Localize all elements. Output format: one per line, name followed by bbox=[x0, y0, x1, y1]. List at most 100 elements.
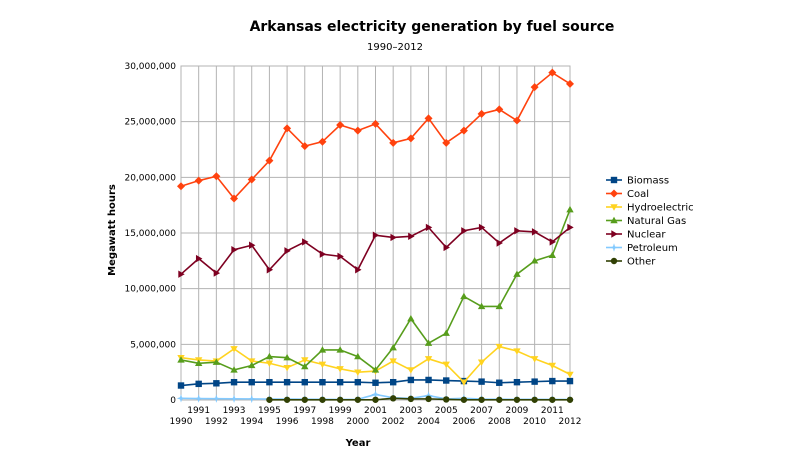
data-point-other bbox=[354, 396, 362, 403]
data-point-natural-gas bbox=[194, 359, 203, 366]
legend-item-petroleum: Petroleum bbox=[606, 243, 678, 254]
data-point-other bbox=[319, 396, 326, 403]
data-point-coal bbox=[495, 105, 504, 114]
data-point-coal bbox=[300, 142, 309, 151]
data-point-other bbox=[407, 395, 415, 403]
data-point-other bbox=[266, 396, 273, 403]
x-tick-label: 1999 bbox=[329, 406, 352, 416]
data-point-hydroelectric bbox=[548, 362, 557, 370]
data-point-hydroelectric bbox=[513, 348, 521, 355]
data-point-nuclear bbox=[496, 239, 503, 247]
x-tick-label: 2007 bbox=[470, 406, 493, 416]
data-point-hydroelectric bbox=[283, 365, 291, 372]
data-point-hydroelectric bbox=[530, 356, 539, 363]
data-point-nuclear bbox=[531, 228, 539, 236]
x-tick-label: 2005 bbox=[435, 406, 458, 416]
data-point-coal bbox=[548, 68, 557, 77]
data-point-petroleum bbox=[424, 391, 433, 400]
data-point-natural-gas bbox=[442, 329, 450, 336]
legend-label: Biomass bbox=[627, 176, 669, 187]
data-point-biomass bbox=[549, 377, 556, 385]
data-point-hydroelectric bbox=[442, 361, 450, 369]
data-point-biomass bbox=[372, 379, 379, 386]
x-tick-label: 2009 bbox=[506, 406, 529, 416]
data-point-hydroelectric bbox=[460, 379, 468, 386]
data-point-petroleum bbox=[229, 394, 239, 403]
data-point-other bbox=[372, 396, 379, 403]
legend-label: Hydroelectric bbox=[627, 203, 694, 214]
data-point-hydroelectric bbox=[477, 359, 486, 366]
data-point-biomass bbox=[425, 376, 432, 384]
series-layer bbox=[176, 68, 575, 404]
y-tick-label: 20,000,000 bbox=[124, 173, 176, 183]
data-point-nuclear bbox=[461, 227, 468, 235]
legend-item-hydroelectric: Hydroelectric bbox=[606, 203, 694, 214]
data-point-nuclear bbox=[249, 241, 256, 249]
data-point-biomass bbox=[195, 380, 202, 388]
legend-marker bbox=[610, 257, 618, 265]
data-point-natural-gas bbox=[495, 302, 503, 310]
data-point-nuclear bbox=[337, 252, 344, 261]
data-point-natural-gas bbox=[177, 356, 185, 363]
data-point-nuclear bbox=[443, 243, 450, 252]
data-point-biomass bbox=[513, 378, 521, 386]
data-point-hydroelectric bbox=[354, 369, 362, 376]
data-point-hydroelectric bbox=[248, 358, 256, 365]
axes: 0 5,000,000 10,000,000 15,000,000 20,000,000… bbox=[124, 62, 581, 427]
x-tick-label: 2001 bbox=[364, 406, 387, 416]
series-other bbox=[266, 395, 574, 403]
data-point-biomass bbox=[389, 378, 397, 386]
x-axis-label: Year bbox=[345, 438, 371, 449]
data-point-nuclear bbox=[302, 238, 309, 246]
x-tick-label: 2008 bbox=[488, 417, 511, 427]
data-point-nuclear bbox=[195, 254, 203, 263]
data-point-natural-gas bbox=[513, 270, 521, 277]
data-point-natural-gas bbox=[566, 205, 574, 213]
data-point-natural-gas bbox=[407, 315, 415, 322]
data-point-coal bbox=[318, 137, 327, 146]
legend-item-nuclear: Nuclear bbox=[606, 230, 666, 241]
legend-marker bbox=[610, 189, 618, 198]
data-point-natural-gas bbox=[548, 251, 557, 258]
data-point-nuclear bbox=[567, 223, 574, 232]
x-tick-label: 1997 bbox=[293, 406, 316, 416]
legend-marker bbox=[610, 216, 618, 224]
x-tick-label: 1998 bbox=[311, 417, 334, 427]
legend-item-other: Other bbox=[606, 257, 656, 268]
data-point-nuclear bbox=[372, 231, 380, 239]
x-tick-label: 2006 bbox=[452, 417, 475, 427]
data-point-natural-gas bbox=[530, 257, 539, 264]
data-point-nuclear bbox=[408, 232, 415, 241]
y-tick-label: 25,000,000 bbox=[124, 118, 176, 128]
legend-item-biomass: Biomass bbox=[606, 176, 669, 187]
data-point-coal bbox=[389, 138, 398, 147]
data-point-other bbox=[301, 396, 308, 403]
data-point-coal bbox=[459, 126, 468, 135]
x-tick-label: 1993 bbox=[223, 406, 246, 416]
data-point-biomass bbox=[213, 380, 220, 387]
data-point-hydroelectric bbox=[301, 357, 309, 364]
legend-marker bbox=[610, 176, 618, 184]
legend-marker bbox=[610, 204, 618, 211]
data-point-petroleum bbox=[194, 394, 203, 403]
data-point-biomass bbox=[319, 378, 326, 386]
series-nuclear bbox=[178, 223, 574, 278]
data-point-nuclear bbox=[319, 250, 327, 258]
data-point-natural-gas bbox=[318, 346, 327, 353]
data-point-hydroelectric bbox=[407, 367, 415, 374]
series-natural-gas bbox=[177, 205, 574, 373]
data-point-hydroelectric bbox=[265, 360, 274, 367]
data-point-biomass bbox=[230, 378, 238, 386]
legend-marker bbox=[609, 243, 619, 252]
x-tick-label: 2012 bbox=[559, 417, 582, 427]
data-point-coal bbox=[512, 116, 521, 125]
data-point-nuclear bbox=[284, 247, 291, 255]
x-tick-label: 2000 bbox=[346, 417, 369, 427]
data-point-natural-gas bbox=[389, 343, 397, 351]
x-tick-label: 2003 bbox=[399, 406, 422, 416]
data-point-natural-gas bbox=[336, 346, 344, 353]
data-point-other bbox=[513, 396, 521, 403]
data-point-petroleum bbox=[212, 394, 221, 403]
data-point-coal bbox=[406, 134, 415, 143]
y-tick-label: 5,000,000 bbox=[130, 340, 176, 350]
